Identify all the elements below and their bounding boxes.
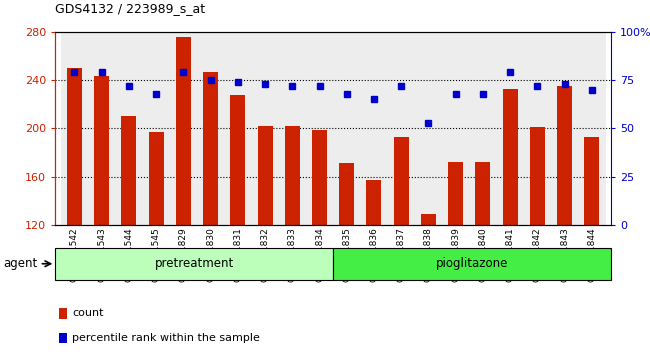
Bar xyxy=(578,32,606,225)
Bar xyxy=(197,32,224,225)
Bar xyxy=(60,32,88,225)
Bar xyxy=(122,116,136,225)
Bar xyxy=(469,32,497,225)
Bar xyxy=(421,214,436,225)
Bar xyxy=(252,32,279,225)
Text: pretreatment: pretreatment xyxy=(155,257,234,270)
Text: count: count xyxy=(72,308,103,318)
Bar xyxy=(333,32,360,225)
Bar xyxy=(115,32,142,225)
Bar xyxy=(230,95,245,225)
Bar xyxy=(257,126,272,225)
Text: pioglitazone: pioglitazone xyxy=(436,257,508,270)
Bar xyxy=(387,32,415,225)
Bar xyxy=(367,180,382,225)
Bar xyxy=(339,163,354,225)
Bar xyxy=(142,32,170,225)
Bar xyxy=(312,130,327,225)
Bar xyxy=(524,32,551,225)
Bar xyxy=(394,137,409,225)
Bar xyxy=(497,32,524,225)
Text: GDS4132 / 223989_s_at: GDS4132 / 223989_s_at xyxy=(55,2,205,15)
Bar xyxy=(333,248,611,280)
Bar xyxy=(442,32,469,225)
Bar xyxy=(88,32,115,225)
Bar xyxy=(55,248,333,280)
Bar xyxy=(149,132,164,225)
Bar xyxy=(360,32,387,225)
Bar xyxy=(557,86,572,225)
Bar xyxy=(176,37,191,225)
Bar xyxy=(415,32,442,225)
Bar xyxy=(530,127,545,225)
Bar xyxy=(584,137,599,225)
Bar xyxy=(502,88,517,225)
Bar xyxy=(224,32,252,225)
Bar xyxy=(306,32,333,225)
Bar xyxy=(475,162,491,225)
Bar xyxy=(551,32,578,225)
Text: percentile rank within the sample: percentile rank within the sample xyxy=(72,333,260,343)
Bar xyxy=(279,32,306,225)
Bar xyxy=(94,76,109,225)
Text: agent: agent xyxy=(3,257,38,270)
Bar xyxy=(285,126,300,225)
Bar xyxy=(170,32,197,225)
Bar xyxy=(203,72,218,225)
Bar xyxy=(67,68,82,225)
Bar xyxy=(448,162,463,225)
